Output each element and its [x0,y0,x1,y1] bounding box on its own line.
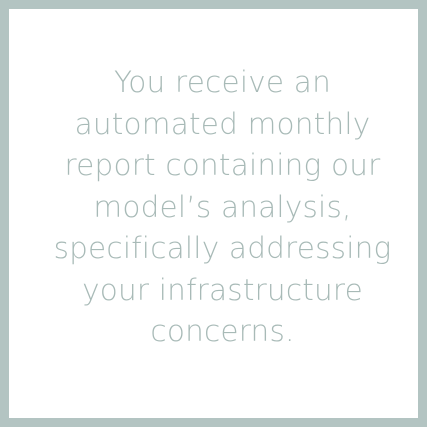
message-line: report containing our [64,148,381,182]
message-line: your infrastructure [82,272,363,307]
message-line: model’s analysis, [93,189,352,224]
message-text: You receive an automated monthly report … [27,62,418,353]
message-line: You receive an [114,65,331,99]
message-line: specifically addressing [53,231,392,265]
message-line: concerns. [150,314,295,348]
message-line: automated monthly [74,106,371,141]
